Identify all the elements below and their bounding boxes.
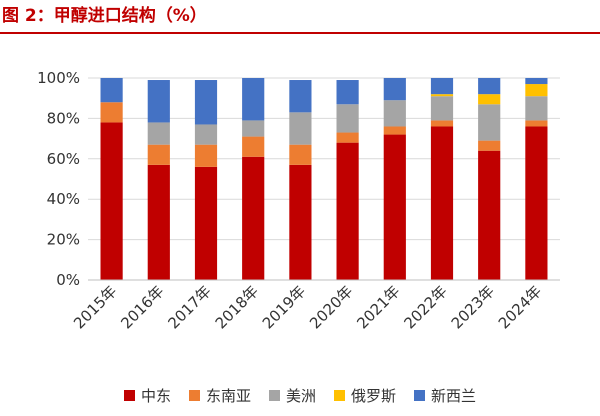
stacked-bar-chart: 0%20%40%60%80%100%2015年2016年2017年2018年20… [37, 69, 560, 332]
legend-swatch [334, 389, 345, 401]
bar-segment-1 [525, 126, 548, 280]
bar-segment-2 [194, 144, 218, 167]
bar-segment-1 [336, 142, 359, 280]
y-tick-label: 100% [37, 69, 80, 87]
legend-item: 新西兰 [414, 385, 476, 406]
bar-segment-5 [194, 80, 218, 125]
x-tick-label: 2017年 [164, 282, 214, 332]
bar-segment-3 [194, 124, 218, 145]
bar-segment-3 [430, 96, 454, 121]
x-tick-label: 2024年 [495, 282, 545, 332]
bar-segment-5 [478, 78, 501, 95]
bar-segment-4 [525, 84, 548, 97]
title-rule [0, 32, 600, 34]
y-tick-label: 0% [56, 271, 80, 289]
bar-segment-3 [478, 104, 501, 141]
x-tick-label: 2021年 [353, 282, 403, 332]
x-tick-label: 2016年 [117, 282, 167, 332]
bar-segment-2 [100, 102, 123, 123]
bar-segment-1 [289, 164, 312, 280]
chart-legend: 中东 东南亚 美洲 俄罗斯 新西兰 [0, 384, 600, 406]
bar-segment-2 [336, 132, 359, 143]
legend-item: 东南亚 [188, 385, 251, 406]
bar-segment-2 [383, 126, 406, 135]
x-tick-label: 2015年 [70, 282, 120, 332]
bar-segment-1 [147, 164, 170, 280]
legend-label: 东南亚 [205, 386, 251, 405]
bar-segment-5 [289, 80, 312, 113]
y-tick-label: 40% [47, 190, 80, 208]
bar-segment-5 [383, 78, 406, 101]
bar-segment-1 [430, 126, 454, 280]
bar-segment-1 [100, 122, 123, 280]
x-tick-label: 2020年 [306, 282, 356, 332]
bar-segment-5 [525, 78, 548, 85]
bar-segment-2 [478, 140, 501, 151]
x-tick-label: 2019年 [259, 282, 309, 332]
x-tick-label: 2022年 [400, 282, 450, 332]
bar-segment-1 [478, 150, 501, 280]
bar-segment-1 [383, 134, 406, 280]
legend-item: 美洲 [268, 385, 316, 406]
bar-segment-5 [100, 78, 123, 103]
bar-segment-1 [194, 166, 218, 280]
bar-segment-5 [336, 80, 359, 105]
legend-swatch [268, 389, 280, 401]
bar-segment-3 [289, 112, 312, 145]
legend-item: 中东 [123, 385, 171, 406]
bar-segment-5 [147, 80, 170, 123]
bar-segment-5 [430, 78, 454, 95]
bar-segment-2 [525, 120, 548, 127]
chart-area: 0% 20% 40% 60% 80% 100% 2015年 2016年 2017年 2018年 20… [0, 50, 600, 350]
legend-label: 中东 [140, 386, 171, 405]
x-tick-label: 2023年 [448, 282, 498, 332]
y-tick-label: 80% [47, 109, 80, 127]
legend-label: 美洲 [285, 386, 316, 405]
figure-title: 图 2：甲醇进口结构（%） [2, 6, 207, 26]
bar-segment-3 [147, 122, 170, 145]
legend-swatch [123, 389, 135, 401]
legend-swatch [188, 389, 200, 401]
bar-segment-4 [430, 94, 454, 97]
bar-segment-2 [430, 120, 454, 127]
bar-segment-3 [383, 100, 406, 127]
bar-segment-2 [289, 144, 312, 165]
bar-segment-3 [525, 96, 548, 121]
bar-segment-4 [478, 94, 501, 105]
y-tick-label: 20% [47, 231, 80, 249]
bar-segment-5 [242, 78, 265, 121]
legend-label: 俄罗斯 [351, 386, 397, 405]
legend-item: 俄罗斯 [334, 385, 396, 406]
bar-segment-3 [336, 104, 359, 133]
bar-segment-2 [147, 144, 170, 165]
bar-segment-1 [242, 156, 265, 280]
y-tick-label: 60% [47, 150, 80, 168]
x-tick-label: 2018年 [212, 282, 262, 332]
legend-label: 新西兰 [431, 386, 477, 405]
bar-segment-2 [242, 136, 265, 157]
legend-swatch [414, 389, 426, 401]
bar-segment-3 [242, 120, 265, 137]
